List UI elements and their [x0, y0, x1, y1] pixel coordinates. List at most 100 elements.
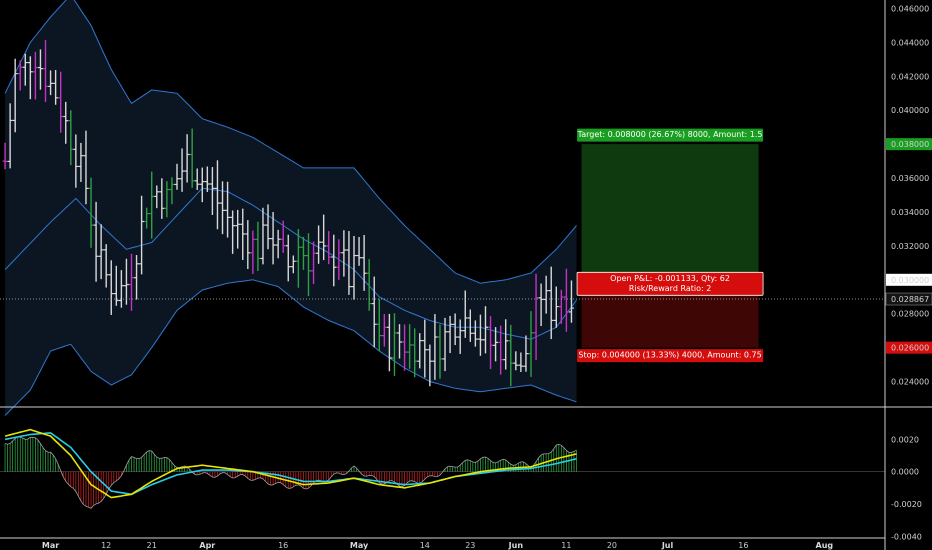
ohlc-bar [2, 142, 8, 170]
ohlc-bar [199, 167, 205, 203]
ohlc-bar [240, 208, 246, 260]
open-pnl-label-text: Risk/Reward Ratio: 2 [629, 284, 711, 293]
time-month-label: Mar [42, 541, 59, 550]
position-labels[interactable]: Target: 0.008000 (26.67%) 8000, Amount: … [576, 128, 764, 363]
ohlc-bar [164, 181, 170, 218]
ohlc-bar [250, 230, 256, 274]
ohlc-bar [184, 134, 190, 183]
ohlc-bar [467, 309, 473, 342]
ohlc-bar [17, 60, 23, 91]
ohlc-bar [371, 276, 377, 348]
ohlc-bar [462, 290, 468, 338]
price-tick-label: 0.034000 [891, 208, 929, 217]
ohlc-bar [381, 314, 387, 347]
ohlc-bar [189, 128, 195, 188]
ohlc-bar [204, 166, 210, 192]
macd-tick-label: 0.0020 [891, 435, 919, 444]
price-highlight-bg [886, 341, 932, 354]
ohlc-bar [270, 211, 276, 265]
ohlc-bar [316, 225, 322, 264]
price-highlight-label: 0.030000 [891, 276, 929, 285]
ohlc-bar [265, 204, 271, 250]
open-pnl-label-text: Open P&L: -0.001133, Qty: 62 [610, 274, 730, 283]
ohlc-bar [68, 110, 74, 166]
ohlc-bar [22, 53, 28, 86]
ohlc-bar [103, 244, 109, 288]
ohlc-bar [305, 233, 311, 297]
ohlc-bar [482, 306, 488, 354]
ohlc-bar [209, 167, 215, 215]
ohlc-bar [477, 314, 483, 356]
ohlc-bar [300, 236, 306, 270]
ohlc-bar [563, 268, 569, 332]
ohlc-bar [508, 324, 514, 387]
open-pnl-label[interactable]: Open P&L: -0.001133, Qty: 62Risk/Reward … [576, 271, 764, 296]
ohlc-bar [366, 259, 372, 311]
price-tick-label: 0.036000 [891, 174, 929, 183]
ohlc-bar [321, 214, 327, 261]
stop-label-bg[interactable] [577, 349, 764, 363]
current-price-label: 0.028867 [891, 295, 929, 304]
ohlc-bar [83, 130, 89, 205]
ohlc-bar [12, 58, 18, 133]
target-label[interactable]: Target: 0.008000 (26.67%) 8000, Amount: … [577, 128, 764, 142]
ohlc-bar [43, 40, 49, 103]
stop-label-text: Stop: 0.004000 (13.33%) 4000, Amount: 0.… [578, 351, 761, 360]
ohlc-bar [260, 207, 266, 265]
price-highlight-bg [886, 138, 932, 151]
price-highlight-label: 0.038000 [891, 140, 929, 149]
ohlc-bar [513, 351, 519, 371]
bollinger-bands [4, 0, 577, 416]
macd-axis[interactable]: 0.0020 0.0000 -0.0020 -0.0040 [891, 435, 922, 541]
macd-tick-label: 0.0000 [891, 468, 919, 477]
ohlc-bar [118, 270, 124, 308]
ohlc-bar [48, 70, 54, 96]
price-highlight-label: 0.026000 [891, 344, 929, 353]
ohlc-bar [235, 209, 241, 249]
ohlc-bar [290, 255, 296, 274]
ohlc-bar [402, 324, 408, 371]
ohlc-bar [108, 260, 114, 315]
ohlc-bar [174, 163, 180, 190]
position-zones [581, 144, 759, 348]
ohlc-bar [27, 56, 33, 100]
time-axis[interactable]: Mar 12 21 Apr 16 May 14 23 Jun 11 20 Jul 16 Aug [42, 541, 833, 550]
macd-line [4, 428, 577, 499]
price-bars [2, 40, 574, 387]
time-month-label: Aug [816, 541, 834, 550]
ohlc-bar [63, 101, 69, 144]
price-tick-label: 0.042000 [891, 72, 929, 81]
ohlc-bar [220, 181, 226, 235]
price-highlight-bg [886, 273, 932, 286]
ohlc-bar [493, 327, 499, 362]
ohlc-bar [139, 195, 145, 275]
bollinger-lower-line [4, 279, 577, 416]
price-tick-label: 0.044000 [891, 38, 929, 47]
ohlc-bar [452, 313, 458, 346]
ohlc-bar [437, 324, 443, 379]
open-pnl-label-bg[interactable] [576, 271, 764, 296]
time-month-label: Jun [508, 541, 524, 550]
ohlc-bar [123, 258, 129, 305]
time-day-label: 11 [561, 541, 571, 550]
ohlc-bar [331, 234, 337, 287]
ohlc-bar [548, 266, 554, 340]
price-axis[interactable]: 0.046000 0.044000 0.042000 0.040000 0.038000… [885, 4, 932, 387]
ohlc-bar [93, 201, 99, 282]
ohlc-bar [285, 234, 291, 282]
target-label-bg[interactable] [577, 128, 764, 142]
ohlc-bar [154, 185, 160, 209]
ohlc-bar [295, 229, 301, 288]
ohlc-bar [538, 283, 544, 327]
time-day-label: 12 [101, 541, 111, 550]
stop-label[interactable]: Stop: 0.004000 (13.33%) 4000, Amount: 0.… [577, 349, 764, 363]
ohlc-bar [78, 142, 84, 182]
price-tick-label: 0.032000 [891, 242, 929, 251]
bollinger-upper-line [4, 0, 577, 284]
price-tick-label: 0.024000 [891, 378, 929, 387]
ohlc-bar [230, 210, 236, 254]
ohlc-bar [457, 319, 463, 354]
ohlc-bar [194, 168, 200, 191]
ohlc-bar [386, 313, 392, 372]
